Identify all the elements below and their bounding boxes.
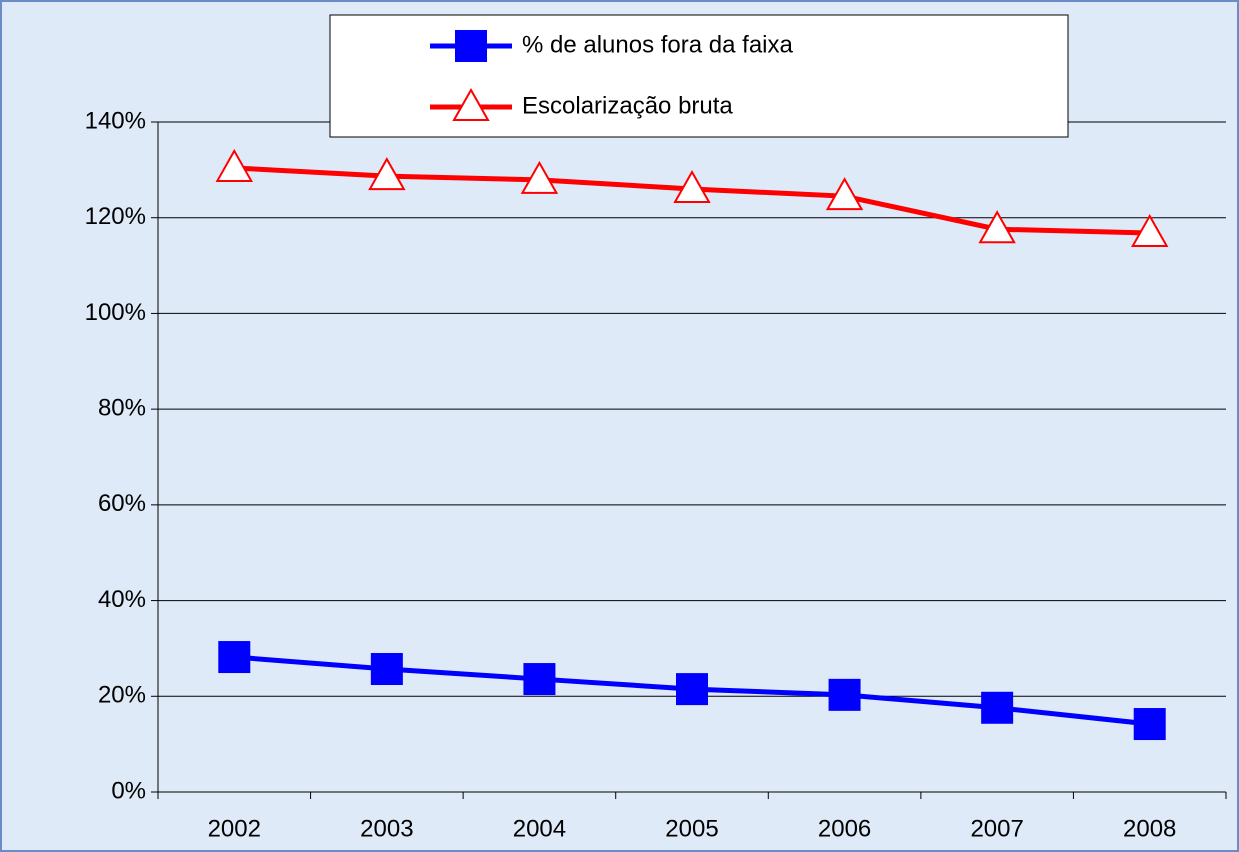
x-tick-label: 2003: [360, 815, 413, 842]
data-point: [368, 157, 406, 191]
legend-marker: [455, 30, 487, 62]
y-tick-label: 40%: [98, 586, 146, 613]
x-tick-label: 2008: [1123, 815, 1176, 842]
data-point: [676, 673, 708, 706]
y-tick-label: 20%: [98, 682, 146, 709]
x-tick-label: 2004: [513, 815, 566, 842]
x-tick-label: 2002: [208, 815, 261, 842]
data-point: [1130, 214, 1169, 248]
data-point: [825, 177, 864, 211]
y-tick-label: 120%: [85, 203, 146, 230]
data-point: [828, 678, 861, 711]
data-point: [523, 663, 556, 696]
legend-box: [329, 14, 1069, 138]
y-tick-label: 0%: [111, 777, 146, 804]
y-tick-label: 140%: [85, 107, 146, 134]
y-tick-label: 80%: [98, 394, 146, 421]
legend-label: Escolarização bruta: [522, 92, 733, 119]
data-point: [218, 641, 251, 674]
y-tick-label: 60%: [98, 490, 146, 517]
legend-label: % de alunos fora da faixa: [522, 31, 793, 58]
data-point: [1133, 708, 1166, 741]
x-tick-label: 2005: [665, 815, 718, 842]
x-tick-label: 2007: [970, 815, 1023, 842]
y-tick-label: 100%: [85, 299, 146, 326]
data-point: [215, 148, 254, 182]
legend-marker: [452, 87, 490, 121]
data-point: [981, 691, 1014, 724]
x-tick-label: 2006: [818, 815, 871, 842]
data-point: [978, 210, 1016, 244]
data-point: [520, 160, 559, 194]
data-point: [673, 169, 711, 203]
data-point: [370, 653, 403, 686]
